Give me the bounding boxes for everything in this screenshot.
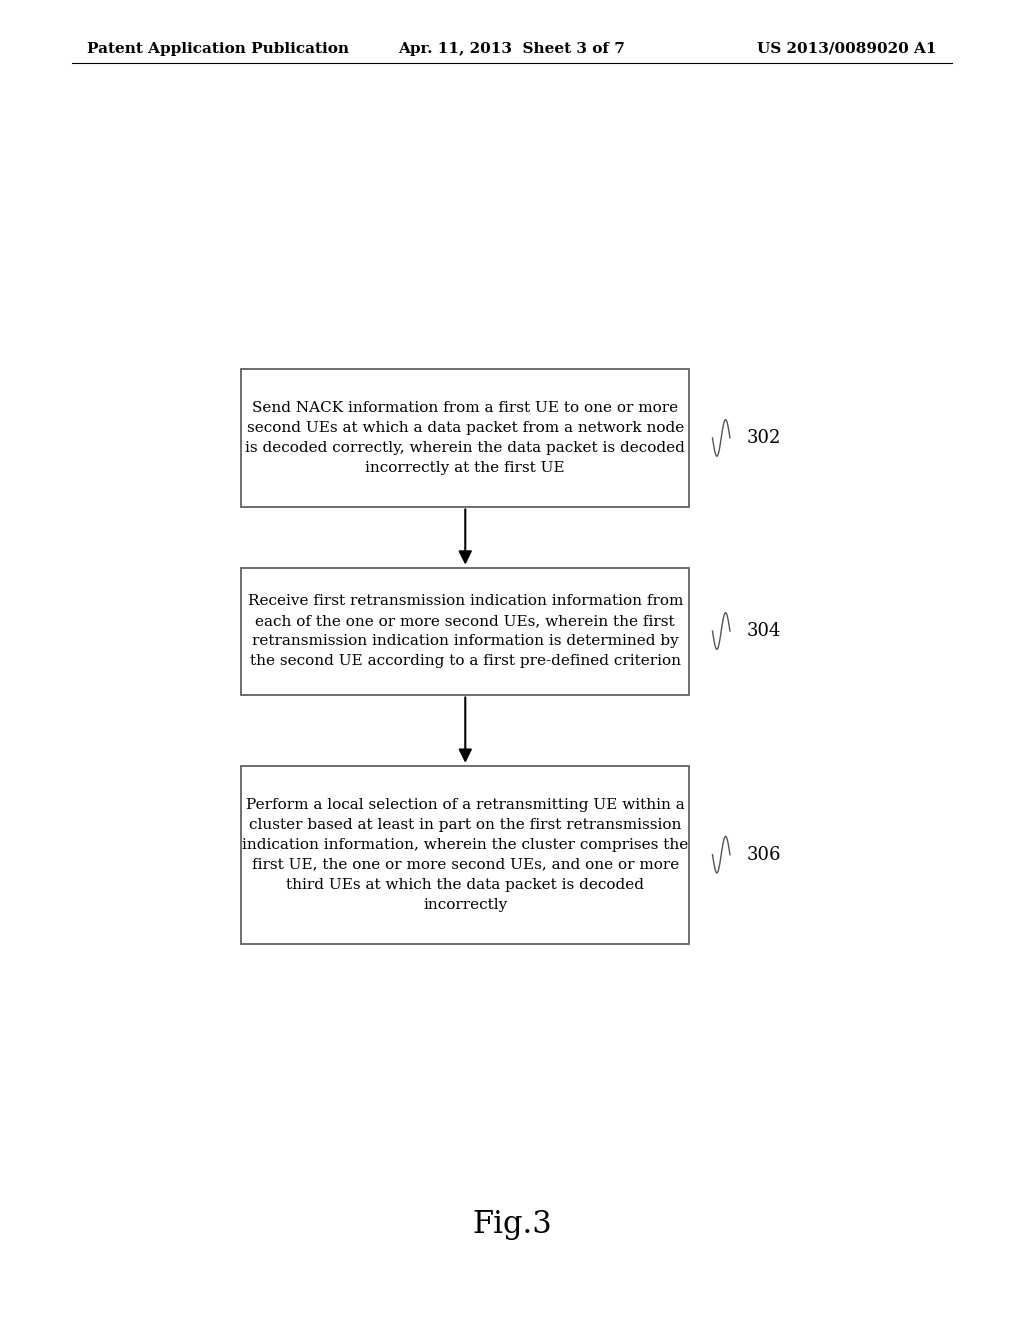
Text: Fig.3: Fig.3 [472, 1209, 552, 1241]
Text: Send NACK information from a first UE to one or more
second UEs at which a data : Send NACK information from a first UE to… [246, 401, 685, 475]
Text: 304: 304 [746, 622, 781, 640]
FancyBboxPatch shape [241, 370, 689, 507]
Text: Receive first retransmission indication information from
each of the one or more: Receive first retransmission indication … [248, 594, 683, 668]
FancyBboxPatch shape [241, 568, 689, 694]
Text: 306: 306 [746, 846, 781, 863]
Text: Perform a local selection of a retransmitting UE within a
cluster based at least: Perform a local selection of a retransmi… [242, 797, 688, 912]
Text: US 2013/0089020 A1: US 2013/0089020 A1 [758, 42, 937, 55]
Text: Patent Application Publication: Patent Application Publication [87, 42, 349, 55]
Text: 302: 302 [746, 429, 781, 447]
FancyBboxPatch shape [241, 766, 689, 944]
Text: Apr. 11, 2013  Sheet 3 of 7: Apr. 11, 2013 Sheet 3 of 7 [398, 42, 626, 55]
